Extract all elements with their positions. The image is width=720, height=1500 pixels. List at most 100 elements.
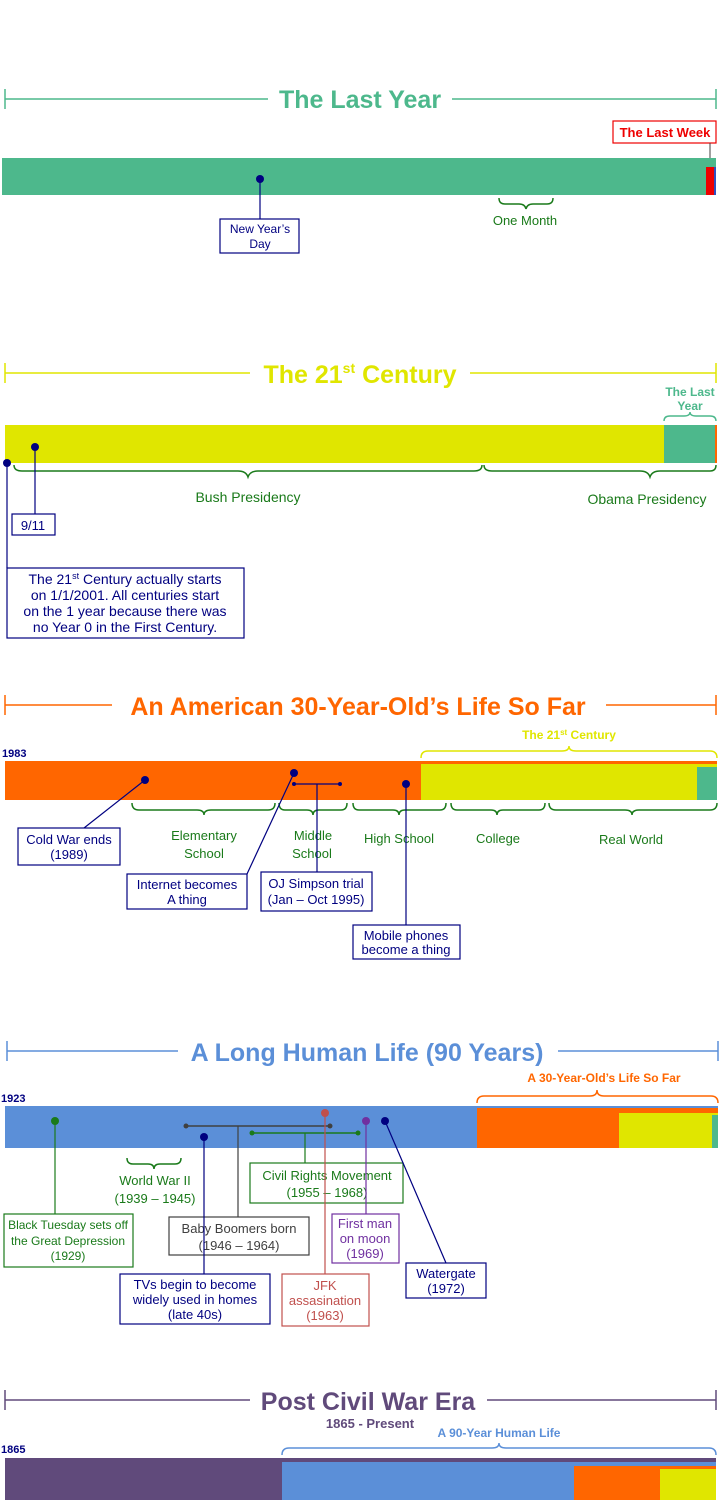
watergate-box [405,1262,487,1299]
nine-eleven-box [11,513,56,536]
mobile-label-1: Mobile phones [364,928,449,943]
mobile-box [352,924,461,960]
internet-box [126,873,248,910]
span-arrow-century [4,363,717,383]
black-tuesday-label-2: the Great Depression [11,1234,125,1248]
century-note-line-3: on the 1 year because there was [23,603,226,619]
ww2-brace [126,1157,182,1170]
bush-label: Bush Presidency [195,489,300,505]
moon-label-2: on moon [340,1231,391,1246]
civil-rights-span-start [249,1130,255,1136]
high-school-label: High School [364,831,434,846]
elementary-label-1: Elementary [171,828,237,843]
title-30-year-old: An American 30-Year-Old’s Life So Far [130,693,586,721]
bar-century-last-year [664,425,716,463]
tvs-box [119,1273,271,1325]
middle-label-1: Middle [294,828,332,843]
internet-label-1: Internet becomes [137,877,238,892]
college-brace [450,802,546,816]
watergate-label-1: Watergate [416,1266,476,1281]
century-note-line-2: on 1/1/2001. All centuries start [31,587,219,603]
boomers-box [168,1216,310,1256]
last-week-box [612,120,717,144]
jfk-box [281,1273,370,1327]
high-school-brace [352,802,447,816]
section-30-year-old: An American 30-Year-Old’s Life So Far 19… [2,693,718,960]
title-21st-century: The 21st Century [263,360,456,389]
thirty-start-year: 1983 [2,748,26,760]
oj-span-end [338,782,342,786]
cold-war-box [17,827,121,866]
jfk-label-1: JFK [313,1278,336,1293]
bar-21st-century [5,425,716,463]
cold-war-leader [83,779,146,829]
bush-brace [13,464,483,480]
cold-war-label-1: Cold War ends [26,832,112,847]
ninety-mini-label: A 90-Year Human Life [438,1426,561,1440]
oj-label-1: OJ Simpson trial [268,876,363,891]
elementary-brace [131,802,276,816]
title-last-year: The Last Year [279,86,441,114]
boomers-span-end [327,1123,333,1129]
obama-label: Obama Presidency [587,491,706,507]
jfk-label-3: (1963) [306,1308,344,1323]
section-long-life: A Long Human Life (90 Years) 1923 A 30-Y… [1,1039,719,1327]
watergate-leader [384,1120,447,1264]
tvs-label-1: TVs begin to become [134,1277,257,1292]
middle-label-2: School [292,846,332,861]
century-mini-brace [420,745,718,759]
last-year-mini-label-1: The Last [665,385,714,399]
bar-last-year [2,158,716,195]
ninety-mini-brace [281,1442,717,1456]
thirty-mini-label: A 30-Year-Old’s Life So Far [527,1071,680,1085]
middle-brace [278,802,348,816]
black-tuesday-label-3: (1929) [51,1249,86,1263]
long-life-start-year: 1923 [1,1093,25,1105]
black-tuesday-box [3,1213,134,1268]
college-label: College [476,831,520,846]
bar-last-week [706,167,714,195]
civil-rights-label-1: Civil Rights Movement [262,1168,392,1183]
century-note-line-4: no Year 0 in the First Century. [33,619,217,635]
tvs-label-2: widely used in homes [132,1292,258,1307]
civil-war-subtitle: 1865 - Present [326,1416,415,1431]
one-month-brace [498,197,554,210]
oj-box [260,871,373,912]
section-post-civil-war: Post Civil War Era 1865 - Present 1865 A… [1,1388,717,1500]
new-years-box [219,218,300,254]
watergate-label-2: (1972) [427,1281,465,1296]
boomers-label-2: (1946 – 1964) [199,1238,280,1253]
title-post-civil-war: Post Civil War Era [261,1388,477,1416]
tvs-label-3: (late 40s) [168,1307,222,1322]
cold-war-label-2: (1989) [50,847,88,862]
thirty-mini-brace [476,1089,719,1104]
bar-civil-war-century [660,1469,716,1500]
black-tuesday-label-1: Black Tuesday sets off [8,1218,129,1232]
last-year-mini-brace [663,411,717,422]
civil-rights-span-end [355,1130,361,1136]
real-world-label: Real World [599,832,663,847]
span-arrow-last-year [4,89,717,109]
internet-label-2: A thing [167,892,207,907]
span-arrow-civil-war [4,1390,717,1410]
section-21st-century: The 21st Century The Last Year Bush Pres… [3,360,717,639]
obama-brace [483,464,717,480]
civil-rights-label-2: (1955 – 1968) [287,1185,368,1200]
oj-span-start [292,782,296,786]
bar-thirty-last-year [697,767,717,800]
ww2-label-2: (1939 – 1945) [115,1191,196,1206]
bar-last-week-edge [714,167,716,195]
civil-rights-box [249,1162,404,1204]
boomers-span-start [183,1123,189,1129]
moon-label-3: (1969) [346,1246,384,1261]
span-arrow-long-life [6,1041,719,1061]
bar-long-life-last-year [712,1115,718,1148]
nine-eleven-label: 9/11 [21,518,45,533]
internet-leader [246,772,295,875]
last-week-label: The Last Week [620,125,712,140]
section-last-year: The Last Year The Last Week New Year’s D… [2,86,717,254]
one-month-label: One Month [493,213,557,228]
bar-long-life-century [619,1113,718,1148]
ww2-label-1: World War II [119,1173,191,1188]
elementary-label-2: School [184,846,224,861]
